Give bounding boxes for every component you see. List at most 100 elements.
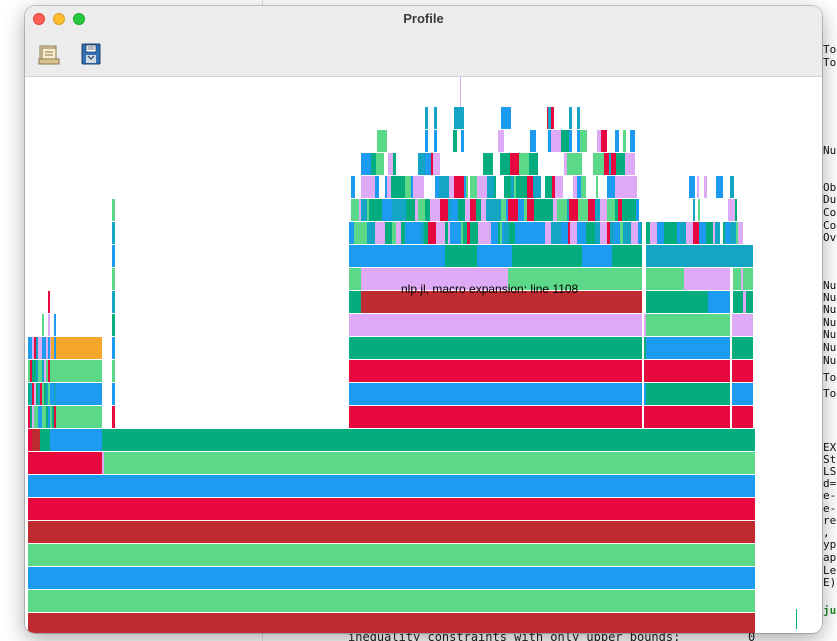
flame-frame[interactable]: [430, 199, 440, 221]
flame-frame[interactable]: [36, 337, 38, 359]
flame-frame[interactable]: [396, 199, 406, 221]
flame-frame[interactable]: [564, 153, 567, 175]
flame-frame[interactable]: [567, 153, 575, 175]
flame-frame[interactable]: [569, 199, 578, 221]
flame-frame[interactable]: [28, 452, 755, 474]
flame-frame[interactable]: [461, 130, 464, 152]
flame-frame[interactable]: [36, 360, 38, 382]
flame-frame[interactable]: [34, 337, 36, 359]
flame-frame[interactable]: [40, 429, 50, 451]
flame-frame[interactable]: [112, 314, 115, 336]
flame-frame[interactable]: [630, 176, 637, 198]
flame-frame[interactable]: [540, 199, 546, 221]
flame-frame[interactable]: [578, 199, 588, 221]
flame-frame[interactable]: [448, 222, 450, 244]
flame-frame[interactable]: [44, 383, 46, 405]
flame-frame[interactable]: [28, 406, 30, 428]
flame-frame[interactable]: [569, 130, 572, 152]
flame-frame[interactable]: [421, 222, 424, 244]
flame-frame[interactable]: [500, 153, 510, 175]
flame-frame[interactable]: [529, 153, 538, 175]
flame-frame[interactable]: [392, 199, 396, 221]
flame-frame[interactable]: [472, 222, 478, 244]
flame-frame[interactable]: [733, 383, 753, 405]
flame-frame[interactable]: [579, 130, 587, 152]
flame-frame[interactable]: [657, 222, 661, 244]
flame-frame[interactable]: [385, 176, 387, 198]
flame-frame[interactable]: [42, 383, 44, 405]
flame-frame[interactable]: [501, 107, 511, 129]
flame-frame[interactable]: [32, 360, 34, 382]
flame-frame[interactable]: [650, 222, 657, 244]
close-window-button[interactable]: [33, 13, 45, 25]
flame-frame[interactable]: [361, 176, 369, 198]
flame-frame[interactable]: [349, 291, 361, 313]
flame-frame[interactable]: [518, 199, 524, 221]
flame-frame[interactable]: [588, 199, 595, 221]
flame-frame[interactable]: [361, 245, 445, 267]
flame-frame[interactable]: [545, 222, 551, 244]
flame-frame[interactable]: [30, 337, 32, 359]
flame-frame[interactable]: [664, 222, 671, 244]
flame-frame[interactable]: [601, 153, 604, 175]
flame-frame[interactable]: [48, 360, 50, 382]
flame-frame[interactable]: [600, 199, 607, 221]
flame-frame[interactable]: [394, 176, 400, 198]
flame-frame[interactable]: [733, 337, 753, 359]
flame-frame[interactable]: [736, 222, 738, 244]
flame-frame[interactable]: [728, 199, 735, 221]
flame-frame[interactable]: [28, 383, 30, 405]
flame-frame[interactable]: [510, 153, 519, 175]
flame-frame[interactable]: [28, 567, 755, 589]
flame-frame[interactable]: [42, 314, 44, 336]
flame-frame[interactable]: [405, 222, 410, 244]
flame-frame[interactable]: [459, 222, 461, 244]
flame-frame[interactable]: [112, 406, 115, 428]
flame-frame[interactable]: [708, 291, 730, 313]
flame-frame[interactable]: [555, 176, 563, 198]
flame-frame[interactable]: [375, 222, 385, 244]
flame-frame[interactable]: [551, 130, 561, 152]
flame-frame[interactable]: [511, 176, 514, 198]
flame-frame[interactable]: [477, 245, 512, 267]
flame-frame[interactable]: [381, 153, 384, 175]
flame-frame[interactable]: [508, 199, 518, 221]
flame-frame[interactable]: [375, 176, 379, 198]
flame-frame[interactable]: [385, 222, 392, 244]
flame-frame[interactable]: [44, 360, 46, 382]
flame-frame[interactable]: [388, 199, 392, 221]
flame-frame[interactable]: [615, 130, 619, 152]
flame-frame[interactable]: [535, 222, 545, 244]
flame-frame[interactable]: [450, 222, 459, 244]
flame-frame[interactable]: [733, 314, 753, 336]
flame-frame[interactable]: [413, 176, 419, 198]
flame-frame[interactable]: [481, 199, 486, 221]
flame-frame[interactable]: [504, 176, 511, 198]
flame-frame[interactable]: [439, 176, 449, 198]
flame-frame[interactable]: [102, 452, 104, 474]
flame-frame[interactable]: [646, 222, 650, 244]
flame-frame[interactable]: [453, 130, 457, 152]
flame-frame[interactable]: [515, 222, 525, 244]
flame-frame[interactable]: [575, 153, 582, 175]
flame-frame[interactable]: [388, 153, 393, 175]
flame-frame[interactable]: [463, 222, 467, 244]
flame-frame[interactable]: [530, 130, 536, 152]
flame-frame[interactable]: [552, 176, 555, 198]
flame-frame[interactable]: [50, 406, 52, 428]
flame-frame[interactable]: [361, 199, 367, 221]
flame-frame[interactable]: [527, 176, 533, 198]
flame-frame[interactable]: [623, 130, 626, 152]
flame-frame[interactable]: [28, 590, 755, 612]
flame-frame[interactable]: [30, 360, 32, 382]
flame-frame[interactable]: [730, 222, 736, 244]
flame-frame[interactable]: [577, 176, 581, 198]
flame-frame[interactable]: [646, 268, 684, 290]
flame-frame[interactable]: [382, 199, 388, 221]
flame-frame[interactable]: [433, 153, 440, 175]
flame-frame[interactable]: [730, 176, 734, 198]
flame-frame[interactable]: [391, 176, 394, 198]
flame-frame[interactable]: [387, 176, 391, 198]
flame-frame[interactable]: [735, 199, 737, 221]
flame-frame[interactable]: [498, 130, 504, 152]
